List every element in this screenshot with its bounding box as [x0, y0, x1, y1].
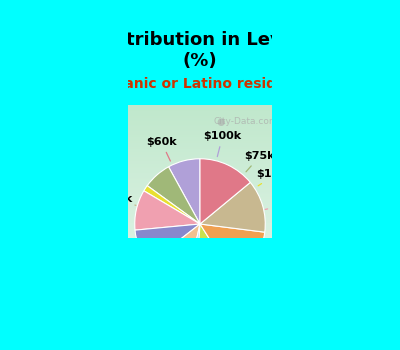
- Text: $30k: $30k: [233, 283, 264, 306]
- Wedge shape: [135, 191, 200, 230]
- Wedge shape: [144, 186, 200, 224]
- Text: $20k: $20k: [108, 261, 141, 278]
- Text: Hispanic or Latino residents: Hispanic or Latino residents: [90, 77, 310, 91]
- Wedge shape: [200, 182, 265, 232]
- Text: $100k: $100k: [204, 131, 242, 156]
- Wedge shape: [200, 224, 265, 279]
- Wedge shape: [200, 159, 250, 224]
- Text: $40k: $40k: [265, 199, 304, 209]
- Wedge shape: [147, 167, 200, 224]
- Text: City-Data.com: City-Data.com: [213, 117, 278, 126]
- Wedge shape: [168, 159, 200, 224]
- Text: $10k: $10k: [262, 248, 300, 262]
- Wedge shape: [135, 224, 200, 264]
- Text: ●: ●: [216, 117, 224, 127]
- Text: $75k: $75k: [245, 151, 275, 172]
- Text: $60k: $60k: [146, 137, 177, 161]
- Wedge shape: [196, 224, 235, 289]
- Text: $150k: $150k: [257, 169, 295, 186]
- Text: Income distribution in Levelland, TX
(%): Income distribution in Levelland, TX (%): [17, 32, 383, 70]
- Wedge shape: [148, 224, 200, 288]
- Wedge shape: [186, 224, 200, 289]
- Text: $50k: $50k: [162, 292, 193, 317]
- Text: $125k: $125k: [94, 194, 136, 205]
- Text: $200k: $200k: [194, 293, 232, 319]
